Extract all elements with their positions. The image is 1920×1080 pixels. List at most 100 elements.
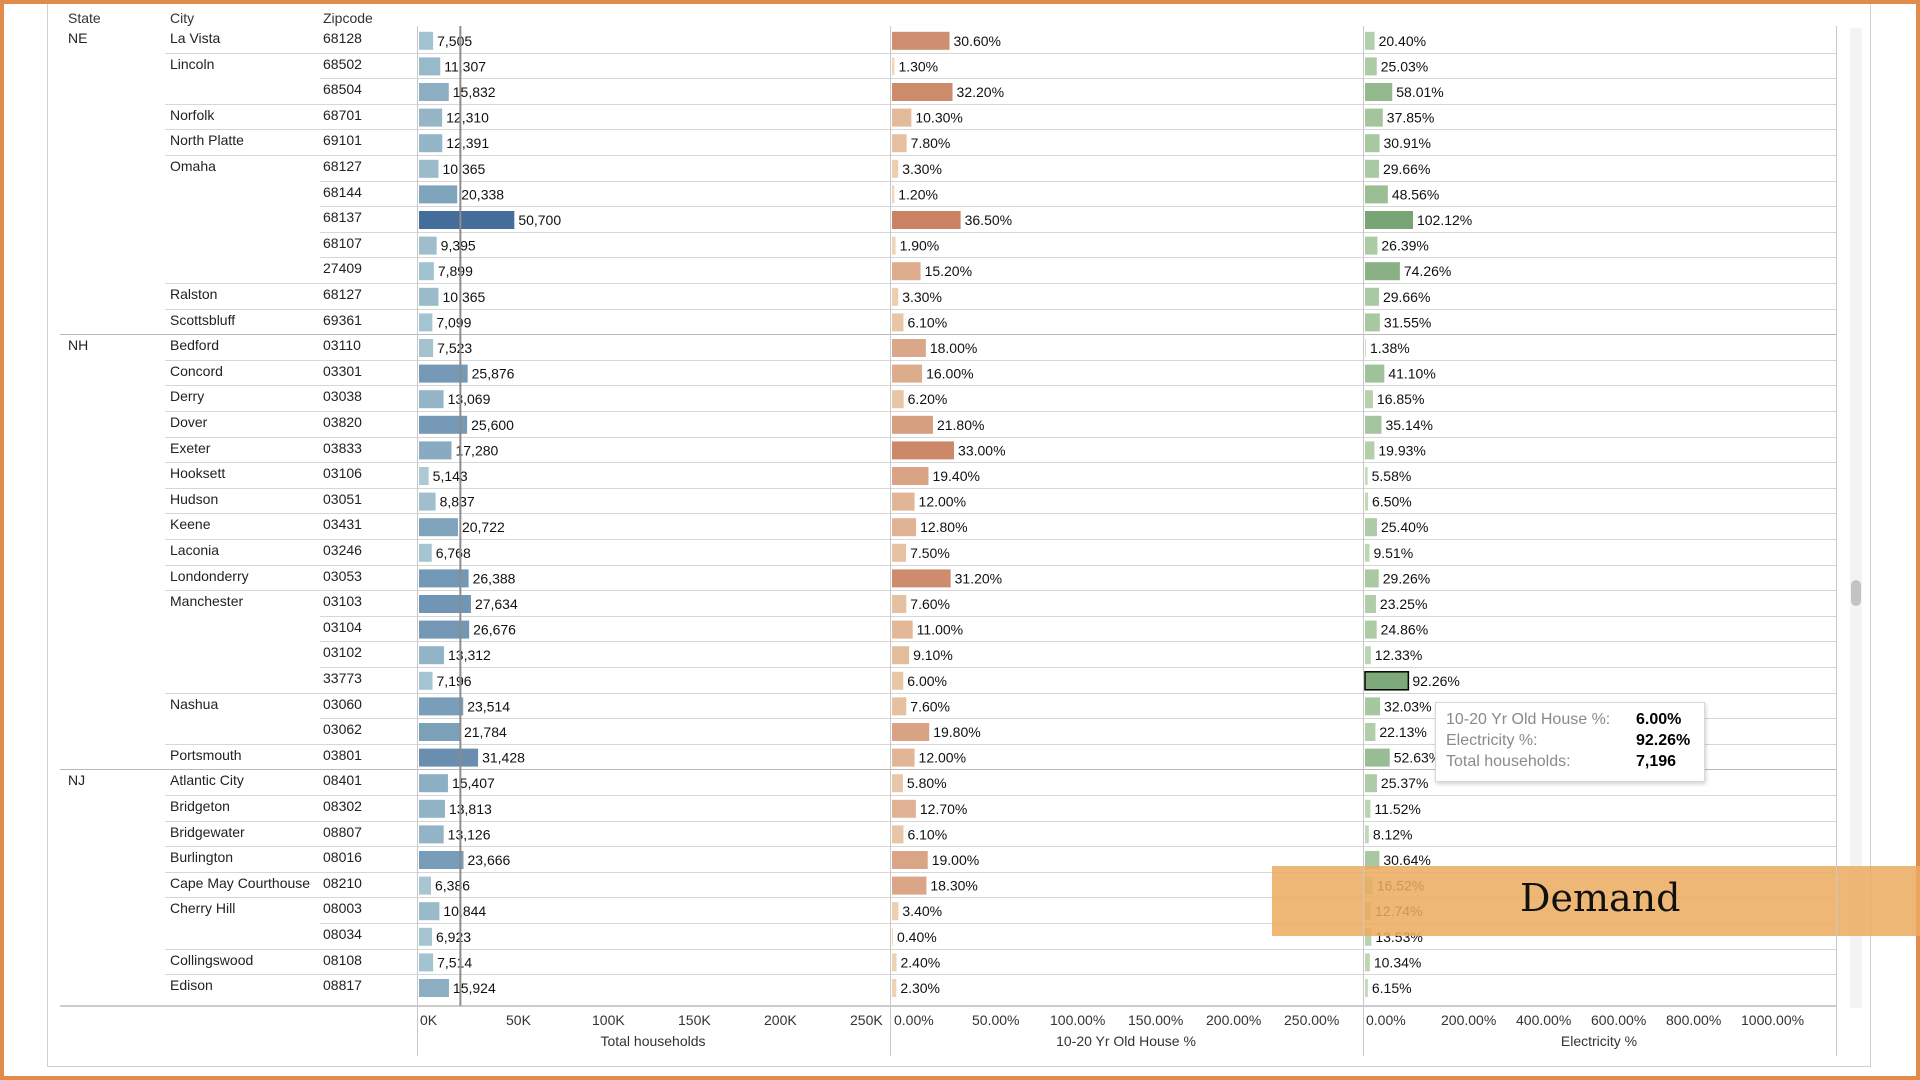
zip-cell[interactable]: 27409 <box>323 260 362 277</box>
tooltip-row-old: 10-20 Yr Old House %: 6.00% <box>1446 711 1694 732</box>
city-cell[interactable]: Cherry Hill <box>170 900 236 917</box>
zip-cell[interactable]: 03246 <box>323 542 362 558</box>
zip-cell[interactable]: 68701 <box>323 106 362 123</box>
zip-cell[interactable]: 03106 <box>323 465 362 482</box>
row-separator <box>165 103 1836 105</box>
city-cell[interactable]: Edison <box>170 977 213 994</box>
city-cell[interactable]: Nashua <box>170 695 219 712</box>
header-city[interactable]: City <box>170 10 195 26</box>
tick-label: 0K <box>420 1012 438 1028</box>
header-zipcode[interactable]: Zipcode <box>323 10 373 26</box>
city-cell[interactable]: Londonderry <box>170 567 249 584</box>
city-cell[interactable]: Hooksett <box>170 465 226 482</box>
city-cell[interactable]: Bedford <box>170 337 220 354</box>
tick-label: 400.00% <box>1516 1012 1572 1028</box>
tooltip-row-electricity: Electricity %: 92.26% <box>1446 732 1694 753</box>
zip-cell[interactable]: 03104 <box>323 618 362 635</box>
city-cell[interactable]: Atlantic City <box>170 772 244 789</box>
zip-cell[interactable]: 03062 <box>323 721 362 738</box>
city-cell[interactable]: Bridgewater <box>170 823 245 840</box>
row-separator <box>165 820 1836 822</box>
tick-label: 50.00% <box>972 1012 1020 1028</box>
city-cell[interactable]: Concord <box>170 362 223 379</box>
zip-cell[interactable]: 68137 <box>323 209 362 226</box>
zip-cell[interactable]: 03431 <box>323 516 362 533</box>
city-cell[interactable]: Lincoln <box>170 55 215 72</box>
city-cell[interactable]: Omaha <box>170 158 216 174</box>
row-separator <box>320 718 1836 720</box>
city-cell[interactable]: Bridgeton <box>170 798 230 814</box>
zip-cell[interactable]: 03820 <box>323 414 362 430</box>
row-separator <box>165 743 1836 745</box>
row-separator <box>165 129 1836 131</box>
city-cell[interactable]: Exeter <box>170 439 211 456</box>
zip-cell[interactable]: 08210 <box>323 874 362 891</box>
zip-cell[interactable]: 33773 <box>323 670 362 686</box>
zip-cell[interactable]: 69361 <box>323 311 362 328</box>
city-cell[interactable]: Manchester <box>170 593 244 610</box>
row-separator <box>165 590 1836 592</box>
city-cell[interactable]: Portsmouth <box>170 746 242 763</box>
zip-cell[interactable]: 03103 <box>323 593 362 610</box>
city-cell[interactable]: North Platte <box>170 132 244 149</box>
city-cell[interactable]: Derry <box>170 388 205 405</box>
tick-label: 200K <box>764 1012 797 1028</box>
row-separator <box>165 974 1836 976</box>
row-separator <box>165 359 1836 361</box>
zip-cell[interactable]: 03051 <box>323 490 362 507</box>
zip-cell[interactable]: 08817 <box>323 977 362 994</box>
zip-cell[interactable]: 68107 <box>323 234 362 251</box>
tick-label: 250.00% <box>1284 1012 1340 1028</box>
zip-cell[interactable]: 08034 <box>323 926 362 942</box>
zip-cell[interactable]: 03801 <box>323 746 362 763</box>
zip-cell[interactable]: 08003 <box>323 900 362 917</box>
city-cell[interactable]: Burlington <box>170 849 234 866</box>
zip-cell[interactable]: 08108 <box>323 951 362 968</box>
city-cell[interactable]: Hudson <box>170 490 219 507</box>
state-cell[interactable]: NJ <box>68 772 86 789</box>
tick-label: 50K <box>506 1012 531 1028</box>
row-separator <box>165 692 1836 694</box>
vertical-scrollbar[interactable] <box>1850 28 1862 1008</box>
zip-cell[interactable]: 68144 <box>323 183 362 200</box>
zip-cell[interactable]: 69101 <box>323 132 362 149</box>
city-cell[interactable]: Scottsbluff <box>170 311 236 328</box>
row-separator <box>165 487 1836 489</box>
zip-cell[interactable]: 68128 <box>323 30 362 46</box>
zip-cell[interactable]: 03038 <box>323 388 362 405</box>
zip-cell[interactable]: 68504 <box>323 81 362 98</box>
city-cell[interactable]: La Vista <box>170 30 221 46</box>
row-separator <box>165 462 1836 464</box>
zip-cell[interactable]: 68127 <box>323 158 362 174</box>
city-cell[interactable]: Ralston <box>170 286 218 302</box>
zip-cell[interactable]: 03102 <box>323 644 362 661</box>
tooltip-value: 92.26% <box>1636 732 1691 749</box>
zip-cell[interactable]: 68127 <box>323 286 362 302</box>
row-separator <box>320 206 1836 208</box>
zip-cell[interactable]: 03110 <box>323 337 361 354</box>
zip-cell[interactable]: 08016 <box>323 849 362 866</box>
city-cell[interactable]: Norfolk <box>170 106 215 123</box>
zip-cell[interactable]: 03833 <box>323 439 362 456</box>
zip-cell[interactable]: 03301 <box>323 362 362 379</box>
zip-cell[interactable]: 03053 <box>323 567 362 584</box>
row-separator <box>165 411 1836 412</box>
zip-cell[interactable]: 08302 <box>323 798 362 814</box>
zip-cell[interactable]: 68502 <box>323 55 362 72</box>
row-separator <box>60 334 1836 336</box>
row-separator <box>165 513 1836 515</box>
header-state[interactable]: State <box>68 10 101 26</box>
state-cell[interactable]: NE <box>68 30 88 46</box>
zip-cell[interactable]: 08401 <box>323 772 362 789</box>
city-cell[interactable]: Laconia <box>170 542 220 558</box>
zip-cell[interactable]: 08807 <box>323 823 362 840</box>
tooltip-label: 10-20 Yr Old House %: <box>1446 711 1611 728</box>
scrollbar-thumb[interactable] <box>1851 580 1861 606</box>
city-cell[interactable]: Collingswood <box>170 951 254 968</box>
zip-cell[interactable]: 03060 <box>323 695 362 712</box>
city-cell[interactable]: Keene <box>170 516 211 533</box>
row-separator <box>165 795 1836 796</box>
city-cell[interactable]: Cape May Courthouse <box>170 874 311 891</box>
state-cell[interactable]: NH <box>68 337 89 354</box>
city-cell[interactable]: Dover <box>170 414 208 430</box>
